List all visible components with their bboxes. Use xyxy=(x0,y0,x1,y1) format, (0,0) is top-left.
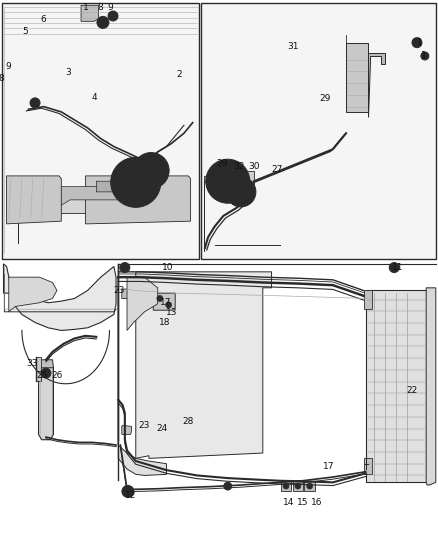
Text: 22: 22 xyxy=(406,386,417,394)
Circle shape xyxy=(125,489,131,494)
Circle shape xyxy=(166,302,172,308)
Circle shape xyxy=(111,157,161,207)
Polygon shape xyxy=(7,176,61,224)
Bar xyxy=(36,357,41,381)
Text: 9: 9 xyxy=(5,62,11,71)
Text: 33: 33 xyxy=(26,359,37,368)
Circle shape xyxy=(226,177,256,207)
Bar xyxy=(366,290,427,482)
Text: 14: 14 xyxy=(283,498,295,506)
Text: 11: 11 xyxy=(392,263,403,272)
Text: 1: 1 xyxy=(417,38,423,46)
Circle shape xyxy=(307,483,313,489)
Text: 1: 1 xyxy=(421,52,427,60)
Polygon shape xyxy=(122,289,131,298)
Polygon shape xyxy=(9,277,57,312)
Polygon shape xyxy=(204,171,254,251)
Text: 8: 8 xyxy=(0,75,4,83)
Polygon shape xyxy=(127,277,158,330)
Text: 26: 26 xyxy=(51,371,63,379)
Circle shape xyxy=(122,486,134,497)
Text: 17: 17 xyxy=(323,463,334,471)
Circle shape xyxy=(295,483,301,489)
Text: 27: 27 xyxy=(271,165,283,174)
Text: 29: 29 xyxy=(319,94,331,103)
Polygon shape xyxy=(39,360,53,368)
Polygon shape xyxy=(153,293,175,310)
Text: 23: 23 xyxy=(139,421,150,430)
Circle shape xyxy=(97,17,109,28)
Text: 15: 15 xyxy=(297,498,308,506)
Polygon shape xyxy=(368,53,385,117)
Circle shape xyxy=(120,263,130,272)
Circle shape xyxy=(235,186,247,198)
Text: 9: 9 xyxy=(107,4,113,12)
Circle shape xyxy=(133,152,169,189)
Polygon shape xyxy=(293,481,303,491)
Text: 2: 2 xyxy=(176,70,181,79)
Text: 28: 28 xyxy=(183,417,194,425)
Polygon shape xyxy=(85,176,191,224)
Circle shape xyxy=(389,263,399,272)
Circle shape xyxy=(221,174,235,188)
Text: 12: 12 xyxy=(125,491,136,500)
Text: 13: 13 xyxy=(166,309,178,317)
Bar xyxy=(364,458,372,474)
Bar xyxy=(201,3,436,259)
Text: 5: 5 xyxy=(22,28,28,36)
Bar xyxy=(364,290,372,309)
Text: 6: 6 xyxy=(40,15,46,24)
Text: 32: 32 xyxy=(233,163,245,171)
Circle shape xyxy=(214,167,242,195)
Bar xyxy=(2,3,199,259)
Circle shape xyxy=(44,371,48,375)
Text: 24: 24 xyxy=(156,424,168,433)
Polygon shape xyxy=(346,43,368,112)
Text: 3: 3 xyxy=(65,68,71,77)
Circle shape xyxy=(224,482,232,490)
Circle shape xyxy=(108,11,118,21)
Polygon shape xyxy=(39,362,53,440)
Text: 16: 16 xyxy=(311,498,322,506)
Circle shape xyxy=(41,368,51,378)
Circle shape xyxy=(206,159,250,203)
Polygon shape xyxy=(304,481,315,491)
Text: 29: 29 xyxy=(217,159,228,168)
Polygon shape xyxy=(81,5,99,21)
Text: 18: 18 xyxy=(159,319,170,327)
Polygon shape xyxy=(118,277,166,475)
Polygon shape xyxy=(61,187,140,205)
Text: 8: 8 xyxy=(98,4,104,12)
Polygon shape xyxy=(18,187,184,243)
Text: 30: 30 xyxy=(249,163,260,171)
Circle shape xyxy=(30,98,40,108)
Polygon shape xyxy=(136,272,272,458)
Text: 1: 1 xyxy=(82,4,88,12)
Circle shape xyxy=(225,178,231,184)
Text: 4: 4 xyxy=(92,93,97,101)
Circle shape xyxy=(32,100,38,106)
Circle shape xyxy=(157,295,163,302)
Circle shape xyxy=(124,170,148,195)
Polygon shape xyxy=(122,425,131,434)
Circle shape xyxy=(132,178,140,187)
Polygon shape xyxy=(4,264,116,330)
Text: 31: 31 xyxy=(287,42,298,51)
Circle shape xyxy=(412,38,422,47)
Circle shape xyxy=(421,52,429,60)
Circle shape xyxy=(283,483,289,489)
Circle shape xyxy=(143,163,159,179)
Polygon shape xyxy=(281,481,291,491)
Text: 23: 23 xyxy=(113,286,125,295)
Text: 25: 25 xyxy=(36,371,47,379)
Polygon shape xyxy=(96,181,123,192)
Polygon shape xyxy=(426,288,436,485)
Text: 10: 10 xyxy=(162,263,173,272)
Text: 17: 17 xyxy=(160,298,171,307)
